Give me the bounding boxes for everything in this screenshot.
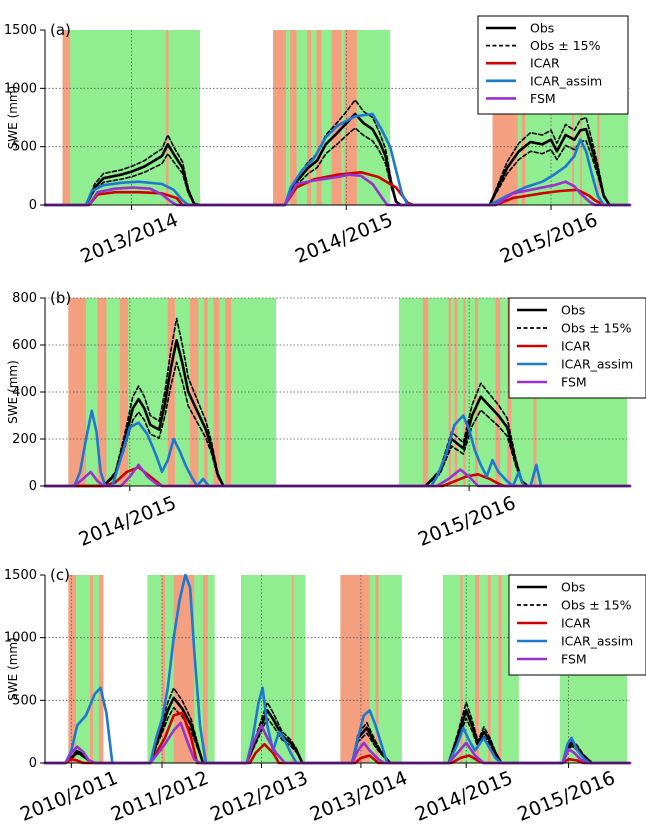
season-label: 2013/2014 [77,209,181,268]
panel-c: 0 500 1000 1500 SWE (mm) (c) 2010/20112011/201… [4,566,646,826]
legend: Obs Obs ± 15% ICAR ICAR_assim FSM [477,15,629,115]
y-tick-label: 800 [12,291,37,306]
panel-label: (c) [50,566,70,584]
snow-band-orange [213,298,220,486]
series-obs [43,696,632,765]
snow-band-orange [204,298,208,486]
series-fsm [43,463,632,488]
series-obs-15- [102,361,529,487]
legend-label: ICAR_assim [561,357,633,372]
snow-band-orange [463,298,466,486]
snow-band-green [240,575,306,763]
series-obs-15- [85,127,611,206]
y-axis-label: SWE (mm) [6,637,20,701]
y-tick-label: 1500 [4,23,37,38]
legend-label: Obs [530,21,554,36]
snow-band-orange [90,575,93,763]
panel-a: 0 500 1000 1500 SWE (mm) (a) 2013/2014 2014/201… [4,15,632,268]
legend-label: ICAR [561,339,591,354]
season-label: 2014/2015 [412,767,516,826]
snow-band-orange [422,298,429,486]
legend-label: ICAR [530,56,560,71]
series-obs [43,339,632,488]
snow-band-orange [290,30,297,205]
snow-band-orange [316,30,322,205]
series-obs-15- [102,317,529,487]
legend: Obs Obs ± 15% ICAR ICAR_assim FSM [508,574,646,676]
y-tick-label: 500 [12,693,37,708]
y-tick-label: 0 [29,479,37,494]
season-label: 2010/2011 [17,767,121,826]
legend-label: FSM [561,375,587,390]
season-label: 2014/2015 [76,492,180,551]
legend: Obs Obs ± 15% ICAR ICAR_assim FSM [508,297,646,399]
snow-band-orange [162,575,165,763]
snow-band-orange [580,30,583,205]
y-tick-label: 0 [29,198,37,213]
legend-label: ICAR [561,616,591,631]
season-label: 2015/2016 [415,492,519,551]
series-fsm [43,721,632,765]
legend-label: ICAR_assim [561,634,633,649]
legend-label: ICAR_assim [530,73,602,88]
panel-b: 0 200 400 600 800 SWE (mm) (b) 2014/2015 2015/20… [6,289,646,551]
season-label: 2014/2015 [292,209,396,268]
snow-band-orange [98,575,104,763]
snow-band-orange [572,30,574,205]
series-icar-assim [43,112,632,207]
series-icar-assim [43,409,632,488]
season-label: 2012/2013 [207,767,311,826]
y-tick-label: 0 [29,756,37,771]
season-label: 2015/2016 [497,209,601,268]
snow-band-orange [521,30,526,205]
legend-label: Obs [561,303,585,318]
snow-band-orange [498,575,502,763]
season-label: 2011/2012 [108,767,212,826]
y-tick-label: 1000 [4,631,37,646]
legend-label: Obs ± 15% [561,321,632,336]
snow-band-orange [62,30,71,205]
y-axis-label: SWE (mm) [6,86,20,150]
legend-label: Obs [561,580,585,595]
legend-label: Obs ± 15% [530,38,601,53]
series-fsm [43,173,632,207]
y-tick-label: 600 [12,338,37,353]
season-label: 2015/2016 [514,767,618,826]
y-tick-label: 200 [12,432,37,447]
snow-band-orange [375,575,379,763]
series-icar [43,171,632,207]
series-icar [43,711,632,765]
snow-band-orange [202,575,208,763]
snow-band-green [442,575,519,763]
series-obs [43,112,632,207]
season-label: 2013/2014 [307,767,411,826]
snow-band-orange [68,575,77,763]
y-tick-label: 1000 [4,81,37,96]
series-obs-15- [64,706,593,764]
snow-band-orange [119,298,129,486]
panel-label: (b) [50,289,71,307]
snow-band-orange [460,575,463,763]
legend-label: FSM [561,652,587,667]
snow-band-orange [291,575,294,763]
legend-label: FSM [530,91,556,106]
y-tick-label: 1500 [4,568,37,583]
snow-band-orange [190,298,199,486]
snow-band-orange [331,30,342,205]
y-tick-label: 500 [12,140,37,155]
snow-band-orange [307,30,312,205]
y-tick-label: 400 [12,385,37,400]
snow-band-orange [448,298,451,486]
snow-band-orange [597,30,600,205]
snow-band-orange [474,575,480,763]
panel-label: (a) [50,21,71,39]
series-obs-15- [85,99,611,206]
y-axis-label: SWE (mm) [6,360,20,424]
snow-band-orange [273,30,287,205]
snow-band-orange [166,30,169,205]
legend-label: Obs ± 15% [561,598,632,613]
snow-band-orange [487,575,491,763]
